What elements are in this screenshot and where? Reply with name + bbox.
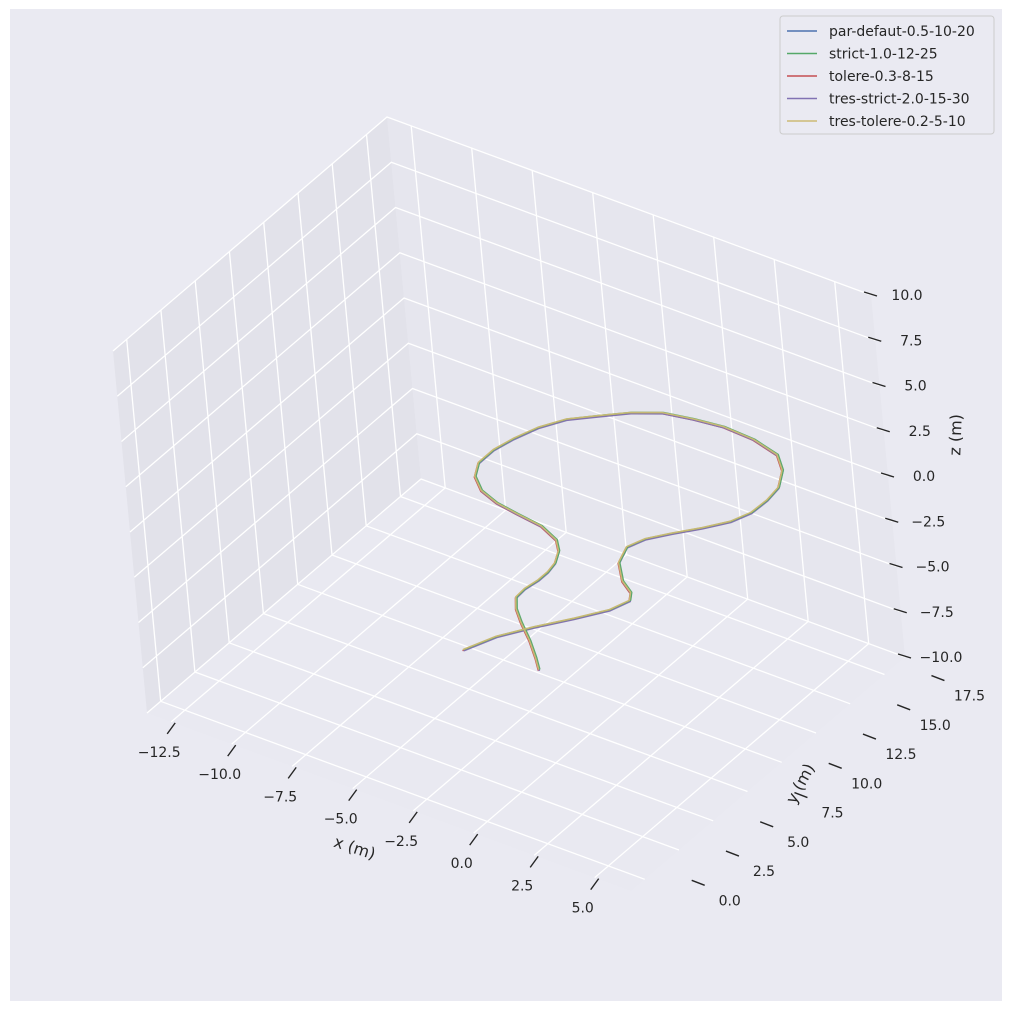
z-tick-5 xyxy=(876,427,890,433)
legend-entries: par-defaut-0.5-10-20 strict-1.0-12-25 tole… xyxy=(787,24,975,130)
legend-label-3: tres-strict-2.0-15-30 xyxy=(829,92,970,108)
z-tick-2 xyxy=(889,562,903,569)
y-tick-4 xyxy=(828,762,842,769)
legend-label-4: tres-tolere-0.2-5-10 xyxy=(829,114,966,130)
x-tick-label-1: −10.0 xyxy=(198,767,241,783)
y-tick-label-1: 2.5 xyxy=(753,864,775,880)
legend-label-0: par-defaut-0.5-10-20 xyxy=(829,24,975,40)
x-tick-label-0: −12.5 xyxy=(138,745,181,761)
z-tick-3 xyxy=(885,517,899,523)
x-tick-0 xyxy=(166,722,176,735)
axes-grid xyxy=(112,116,906,880)
gridline-z-5 xyxy=(125,252,885,488)
z-tick-label-0: −10.0 xyxy=(920,650,963,666)
x-tick-label-7: 5.0 xyxy=(572,901,594,917)
z-tick-label-7: 7.5 xyxy=(900,333,922,349)
y-tick-0 xyxy=(691,879,705,886)
z-tick-6 xyxy=(872,381,886,388)
y-tick-label-2: 5.0 xyxy=(787,835,809,851)
gridline-z-4 xyxy=(129,297,889,533)
z-tick-label-1: −7.5 xyxy=(920,605,954,621)
z-tick-0 xyxy=(897,653,912,659)
z-tick-label-5: 2.5 xyxy=(909,424,931,440)
gridline-z-8 xyxy=(112,116,872,352)
series-line-tres-tolere-0.2-5-10 xyxy=(462,411,783,670)
legend-label-2: tolere-0.3-8-15 xyxy=(829,69,934,85)
pane-floor-xy xyxy=(147,479,905,891)
x-tick-5 xyxy=(469,833,479,846)
gridline-z-0 xyxy=(146,478,906,714)
gridline-z-3 xyxy=(133,342,893,578)
axes-tick-labels: −12.5 −10.0 −7.5 −5.0 −2.5 0.0 2.5 5.0 0.0 2.5 5.0… xyxy=(138,288,985,917)
legend-box xyxy=(779,15,995,135)
x-tick-2 xyxy=(287,766,297,779)
y-tick-3 xyxy=(794,791,808,799)
z-tick-label-2: −5.0 xyxy=(916,560,950,576)
x-tick-7 xyxy=(590,878,600,891)
z-axis-label: z (m) xyxy=(945,414,965,456)
z-tick-4 xyxy=(880,472,895,478)
z-tick-label-8: 10.0 xyxy=(891,288,922,304)
x-tick-4 xyxy=(408,811,418,824)
x-tick-label-2: −7.5 xyxy=(263,789,297,805)
y-tick-7 xyxy=(931,674,945,682)
gridline-z-7 xyxy=(116,161,876,397)
axes-ticks xyxy=(166,291,945,891)
gridline-z-6 xyxy=(121,206,880,442)
y-tick-2 xyxy=(759,821,774,828)
legend: par-defaut-0.5-10-20 strict-1.0-12-25 tole… xyxy=(779,15,995,135)
gridline-z-1 xyxy=(142,433,902,669)
x-tick-1 xyxy=(227,744,237,757)
x-tick-label-3: −5.0 xyxy=(324,812,358,828)
y-tick-label-0: 0.0 xyxy=(719,893,741,909)
trajectory-lines xyxy=(462,411,785,672)
z-tick-label-6: 5.0 xyxy=(904,379,926,395)
y-tick-label-3: 7.5 xyxy=(821,806,843,822)
z-tick-7 xyxy=(868,336,882,342)
y-tick-label-5: 12.5 xyxy=(885,747,916,763)
z-tick-label-3: −2.5 xyxy=(911,514,945,530)
z-tick-1 xyxy=(893,608,907,614)
x-tick-label-5: 0.0 xyxy=(451,856,473,872)
x-tick-label-4: −2.5 xyxy=(384,834,418,850)
y-tick-6 xyxy=(896,704,911,711)
y-tick-label-6: 15.0 xyxy=(920,718,951,734)
gridline-z-2 xyxy=(138,387,897,623)
x-tick-3 xyxy=(348,789,358,802)
y-tick-label-7: 17.5 xyxy=(954,689,985,705)
x-tick-label-6: 2.5 xyxy=(511,878,533,894)
z-tick-label-4: 0.0 xyxy=(913,469,935,485)
y-tick-1 xyxy=(725,850,740,857)
legend-label-1: strict-1.0-12-25 xyxy=(829,47,938,63)
x-tick-6 xyxy=(529,855,539,868)
y-tick-5 xyxy=(862,733,877,740)
y-tick-label-4: 10.0 xyxy=(851,776,882,792)
z-tick-8 xyxy=(863,291,878,297)
